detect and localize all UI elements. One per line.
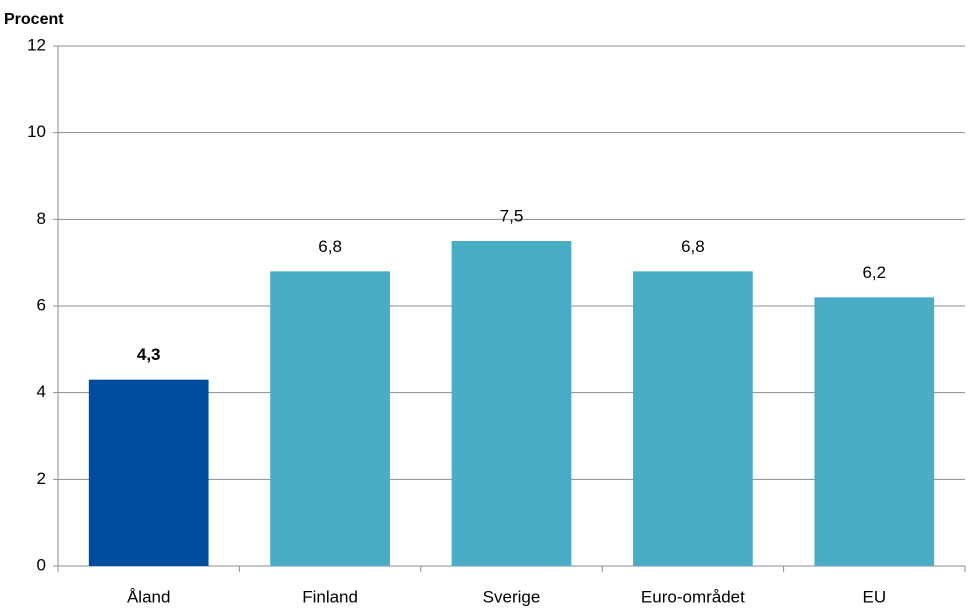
- y-tick-label: 2: [37, 469, 46, 488]
- bar: [451, 241, 572, 566]
- x-tick-label: Finland: [302, 587, 358, 606]
- y-tick-label: 0: [37, 555, 46, 574]
- x-tick-label: EU: [862, 587, 886, 606]
- y-tick-label: 12: [27, 35, 46, 54]
- data-label: 6,2: [862, 263, 886, 282]
- bar: [633, 271, 753, 566]
- bar: [270, 271, 390, 566]
- data-label: 7,5: [500, 206, 524, 225]
- data-label: 6,8: [318, 237, 342, 256]
- data-label: 6,8: [681, 237, 705, 256]
- y-tick-label: 10: [27, 122, 46, 141]
- y-tick-label: 6: [37, 295, 46, 314]
- bar: [88, 379, 209, 566]
- x-tick-label: Sverige: [483, 587, 541, 606]
- y-tick-label: 4: [37, 382, 46, 401]
- x-tick-label: Åland: [127, 587, 170, 606]
- data-label: 4,3: [137, 345, 161, 364]
- y-tick-label: 8: [37, 209, 46, 228]
- y-axis-title: Procent: [4, 11, 64, 28]
- bar: [814, 297, 935, 566]
- x-tick-label: Euro-området: [641, 587, 745, 606]
